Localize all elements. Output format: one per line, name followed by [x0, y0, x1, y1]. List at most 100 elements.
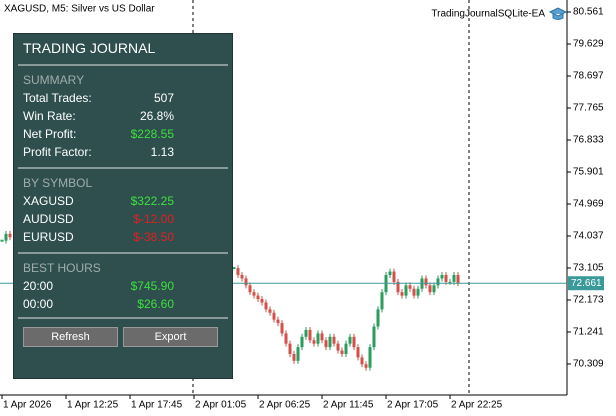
candle-body: [348, 336, 352, 344]
row-value: $-12.00: [133, 212, 174, 226]
row-value: 507: [153, 91, 174, 105]
candle-body: [316, 333, 320, 344]
candle-body: [400, 292, 404, 296]
section-heading: BEST HOURS: [23, 261, 101, 275]
separator: [18, 317, 228, 319]
row-label: XAGUSD: [23, 194, 74, 208]
button[interactable]: Refresh: [23, 327, 118, 347]
candle-body: [260, 299, 264, 303]
candle-body: [364, 364, 368, 368]
candle-body: [448, 281, 452, 283]
row-label: Win Rate:: [23, 109, 76, 123]
candle-body: [456, 275, 460, 284]
candle-body: [388, 271, 392, 276]
candle-body: [4, 233, 8, 241]
candle-body: [336, 343, 340, 351]
candle-body: [396, 281, 400, 293]
row-label: Profit Factor:: [23, 145, 92, 159]
row-value: $26.60: [137, 297, 174, 311]
y-tick-label: 77.765: [573, 103, 604, 114]
row-label: Total Trades:: [23, 91, 92, 105]
candle-body: [452, 275, 456, 282]
candle-body: [256, 295, 260, 300]
y-tick-label: 70.309: [573, 359, 604, 370]
candle-body: [312, 340, 316, 344]
row-value: $-38.50: [133, 230, 174, 244]
candle-body: [244, 278, 248, 286]
y-tick-label: 73.105: [573, 263, 604, 274]
y-tick-label: 74.969: [573, 199, 604, 210]
candle-body: [416, 288, 420, 296]
row-label: EURUSD: [23, 230, 74, 244]
candle-body: [248, 285, 252, 293]
x-tick-label: 2 Apr 22:25: [451, 400, 503, 411]
candle-body: [372, 326, 376, 348]
candle-body: [328, 336, 332, 348]
candle-body: [404, 285, 408, 296]
candle-body: [432, 285, 436, 293]
candle-body: [332, 336, 336, 344]
candle-body: [352, 336, 356, 348]
candle-body: [240, 275, 244, 279]
x-tick-label: 2 Apr 17:05: [387, 400, 439, 411]
row-label: AUDUSD: [23, 212, 74, 226]
row-value: $745.90: [130, 279, 174, 293]
candle-body: [428, 285, 432, 293]
x-tick-label: 1 Apr 2026: [3, 400, 52, 411]
candle-body: [296, 347, 300, 361]
section-heading: BY SYMBOL: [23, 176, 93, 190]
row-value: 1.13: [150, 145, 174, 159]
candle-body: [408, 285, 412, 289]
row-label: 20:00: [23, 279, 54, 293]
separator: [18, 167, 228, 169]
current-price-label: 72.661: [571, 278, 602, 289]
candle-body: [0, 239, 4, 242]
separator: [18, 64, 228, 66]
candle-body: [392, 271, 396, 282]
candle-body: [288, 343, 292, 354]
candle-body: [340, 350, 344, 354]
candle-body: [376, 309, 380, 327]
candle-body: [236, 268, 240, 276]
candle-body: [276, 319, 280, 324]
candle-body: [380, 292, 384, 310]
x-tick-label: 1 Apr 17:45: [131, 400, 183, 411]
candle-body: [308, 329, 312, 341]
candle-body: [444, 275, 448, 282]
candle-body: [368, 347, 372, 368]
current-price-box: [568, 276, 604, 291]
panel-title: TRADING JOURNAL: [23, 40, 156, 56]
x-tick-label: 2 Apr 01:05: [195, 400, 247, 411]
candle-body: [412, 288, 416, 296]
candle-body: [300, 336, 304, 348]
candle-body: [232, 267, 236, 270]
separator: [18, 252, 228, 254]
y-tick-label: 71.241: [573, 327, 604, 338]
candle-body: [360, 357, 364, 365]
y-tick-label: 72.173: [573, 295, 604, 306]
candle-body: [424, 278, 428, 286]
candle-body: [344, 343, 348, 354]
candle-body: [264, 302, 268, 310]
candle-body: [436, 278, 440, 286]
y-tick-label: 75.901: [573, 167, 604, 178]
row-value: 26.8%: [139, 109, 174, 123]
candle-body: [8, 233, 12, 238]
expert-name: TradingJournalSQLite-EA: [431, 9, 545, 20]
y-tick-label: 76.833: [573, 135, 604, 146]
y-tick-label: 74.037: [573, 231, 604, 242]
row-value: $322.25: [130, 194, 174, 208]
candle-body: [268, 309, 272, 313]
x-tick-label: 2 Apr 06:25: [259, 400, 311, 411]
journal-panel: TRADING JOURNAL SUMMARY Total Trades: 507 W…: [13, 33, 233, 379]
expert-icon: [548, 7, 568, 20]
candle-body: [284, 333, 288, 344]
button[interactable]: Export: [123, 327, 218, 347]
candle-body: [440, 275, 444, 279]
candle-body: [292, 353, 296, 361]
candle-body: [252, 292, 256, 296]
y-tick-label: 79.629: [573, 39, 604, 50]
row-label: Net Profit:: [23, 127, 77, 141]
